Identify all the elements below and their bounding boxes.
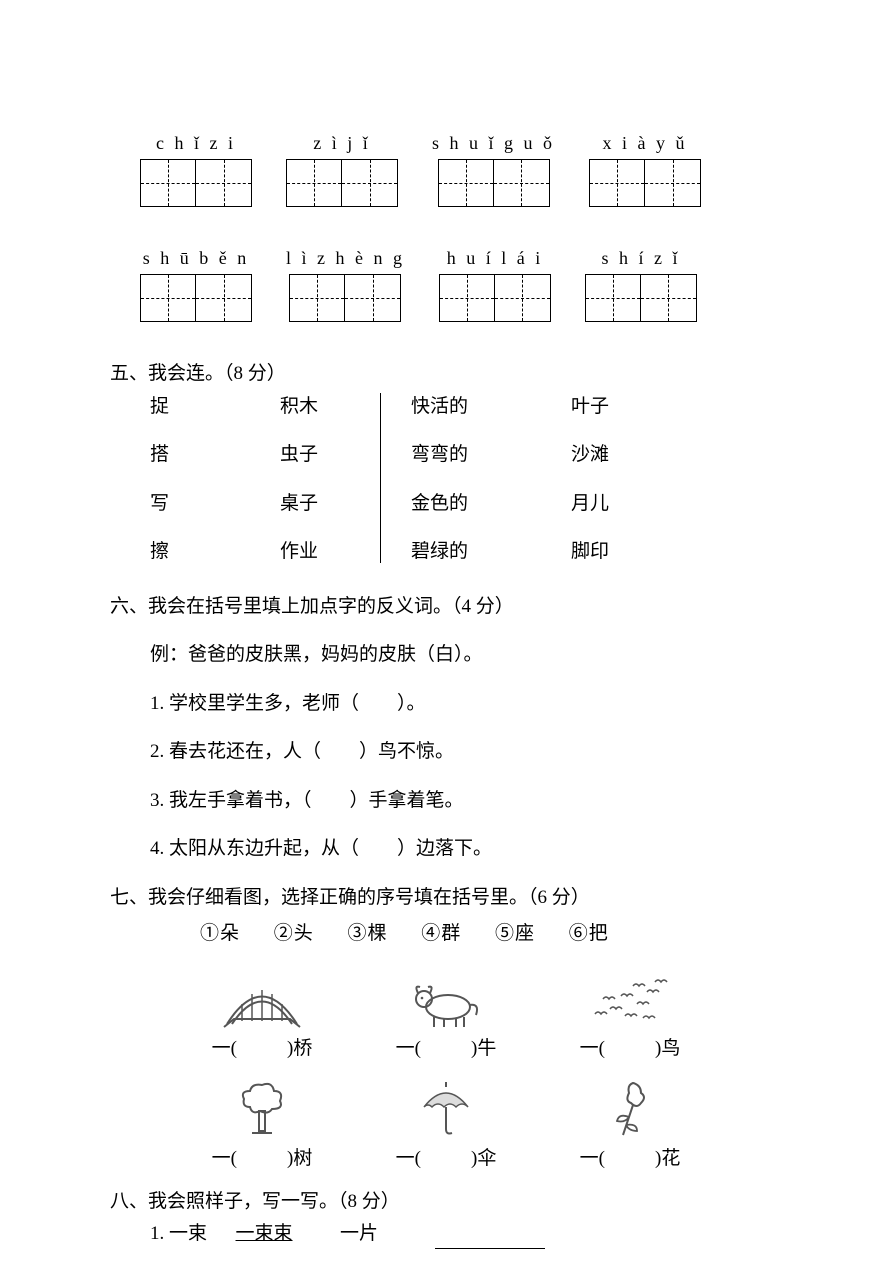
q7-label: 一()桥 xyxy=(212,1035,313,1064)
tree-icon xyxy=(232,1077,292,1139)
q7-label: 一()牛 xyxy=(396,1035,497,1064)
q5-word: 金色的 xyxy=(411,490,571,519)
q5-word: 脚印 xyxy=(571,538,609,567)
char-box-pair xyxy=(585,274,697,322)
pinyin-group: x i à y ǔ xyxy=(589,130,701,207)
pinyin-group: z ì j ǐ xyxy=(286,130,398,207)
q5-word: 快活的 xyxy=(411,393,571,422)
char-box[interactable] xyxy=(645,159,701,207)
pinyin-group: h u í l á i xyxy=(439,245,551,322)
char-box[interactable] xyxy=(140,159,196,207)
q6-line: 1. 学校里学生多，老师（ ）。 xyxy=(150,690,782,719)
q5-word: 擦 xyxy=(150,538,280,567)
q5-word: 搭 xyxy=(150,441,280,470)
q6-line: 4. 太阳从东边升起，从（ ）边落下。 xyxy=(150,835,782,864)
ox-icon xyxy=(406,967,486,1029)
char-box-pair xyxy=(140,159,252,207)
pinyin-label: l ì z h è n g xyxy=(286,245,405,272)
q6-line: 2. 春去花还在，人（ ）鸟不惊。 xyxy=(150,738,782,767)
q7-item-ox: 一()牛 xyxy=(361,967,531,1064)
pinyin-label: x i à y ǔ xyxy=(603,130,688,157)
char-box[interactable] xyxy=(494,159,550,207)
pinyin-row-2: s h ū b ě n l ì z h è n g h u í l á i s … xyxy=(110,245,782,322)
q7-title: 七、我会仔细看图，选择正确的序号填在括号里。（6 分） xyxy=(110,884,782,913)
char-box[interactable] xyxy=(641,274,697,322)
q8-sample-a: 1. 一束 xyxy=(150,1223,207,1244)
char-box-pair xyxy=(286,159,398,207)
char-box[interactable] xyxy=(439,274,495,322)
q7-item-birds: 一()鸟 xyxy=(545,967,715,1064)
char-box[interactable] xyxy=(196,159,252,207)
pinyin-group: s h ū b ě n xyxy=(140,245,252,322)
q6-line: 3. 我左手拿着书，（ ）手拿着笔。 xyxy=(150,787,782,816)
char-box[interactable] xyxy=(196,274,252,322)
pinyin-label: z ì j ǐ xyxy=(313,130,371,157)
q6-title: 六、我会在括号里填上加点字的反义词。（4 分） xyxy=(110,593,782,622)
char-box[interactable] xyxy=(589,159,645,207)
flower-icon xyxy=(603,1077,658,1139)
q7-item-umbrella: 一()伞 xyxy=(361,1077,531,1174)
q5-word: 捉 xyxy=(150,393,280,422)
char-box[interactable] xyxy=(289,274,345,322)
char-box-pair xyxy=(439,274,551,322)
q5-word: 沙滩 xyxy=(571,441,609,470)
char-box-pair xyxy=(289,274,401,322)
q8-line-1: 1. 一束 一束束 一片 xyxy=(110,1220,782,1249)
char-box[interactable] xyxy=(438,159,494,207)
pinyin-label: s h í z ǐ xyxy=(601,245,680,272)
q5-matching: 捉 搭 写 擦 积木 虫子 桌子 作业 快活的 弯弯的 金色的 碧绿的 叶子 沙… xyxy=(110,393,782,567)
q5-word: 弯弯的 xyxy=(411,441,571,470)
q8-answer-blank[interactable] xyxy=(435,1248,545,1249)
q7-label: 一()花 xyxy=(580,1145,681,1174)
q5-word: 叶子 xyxy=(571,393,609,422)
q7-item-bridge: 一()桥 xyxy=(177,967,347,1064)
q7-label: 一()树 xyxy=(212,1145,313,1174)
q7-label: 一()伞 xyxy=(396,1145,497,1174)
q5-word: 虫子 xyxy=(280,441,380,470)
char-box-pair xyxy=(438,159,550,207)
q6-example: 例：爸爸的皮肤黑，妈妈的皮肤（白）。 xyxy=(150,641,782,670)
q5-word: 桌子 xyxy=(280,490,380,519)
char-box[interactable] xyxy=(342,159,398,207)
q5-word: 作业 xyxy=(280,538,380,567)
q5-word: 碧绿的 xyxy=(411,538,571,567)
divider xyxy=(380,393,381,563)
char-box-pair xyxy=(140,274,252,322)
q5-title: 五、我会连。（8 分） xyxy=(110,360,782,389)
pinyin-group: c h ǐ z i xyxy=(140,130,252,207)
bridge-icon xyxy=(222,967,302,1029)
q5-word: 积木 xyxy=(280,393,380,422)
pinyin-group: s h u ǐ g u ǒ xyxy=(432,130,555,207)
q7-row-1: 一()桥 一()牛 xyxy=(110,967,782,1064)
pinyin-label: s h u ǐ g u ǒ xyxy=(432,130,555,157)
q7-row-2: 一()树 一()伞 一()花 xyxy=(110,1077,782,1174)
pinyin-label: s h ū b ě n xyxy=(143,245,250,272)
q8-prompt: 一片 xyxy=(340,1223,378,1244)
pinyin-group: s h í z ǐ xyxy=(585,245,697,322)
char-box[interactable] xyxy=(585,274,641,322)
char-box[interactable] xyxy=(345,274,401,322)
q5-word: 写 xyxy=(150,490,280,519)
umbrella-icon xyxy=(416,1077,476,1139)
pinyin-row-1: c h ǐ z i z ì j ǐ s h u ǐ g u ǒ x i à y … xyxy=(110,130,782,207)
pinyin-label: h u í l á i xyxy=(447,245,544,272)
char-box[interactable] xyxy=(495,274,551,322)
birds-icon xyxy=(585,967,675,1029)
char-box-pair xyxy=(589,159,701,207)
q7-item-tree: 一()树 xyxy=(177,1077,347,1174)
q5-word: 月儿 xyxy=(571,490,609,519)
pinyin-group: l ì z h è n g xyxy=(286,245,405,322)
q7-label: 一()鸟 xyxy=(580,1035,681,1064)
char-box[interactable] xyxy=(140,274,196,322)
q7-item-flower: 一()花 xyxy=(545,1077,715,1174)
pinyin-label: c h ǐ z i xyxy=(156,130,236,157)
q7-options: ①朵 ②头 ③棵 ④群 ⑤座 ⑥把 xyxy=(110,920,782,949)
q8-title: 八、我会照样子，写一写。（8 分） xyxy=(110,1188,782,1217)
q8-sample-b: 一束束 xyxy=(236,1223,293,1244)
char-box[interactable] xyxy=(286,159,342,207)
